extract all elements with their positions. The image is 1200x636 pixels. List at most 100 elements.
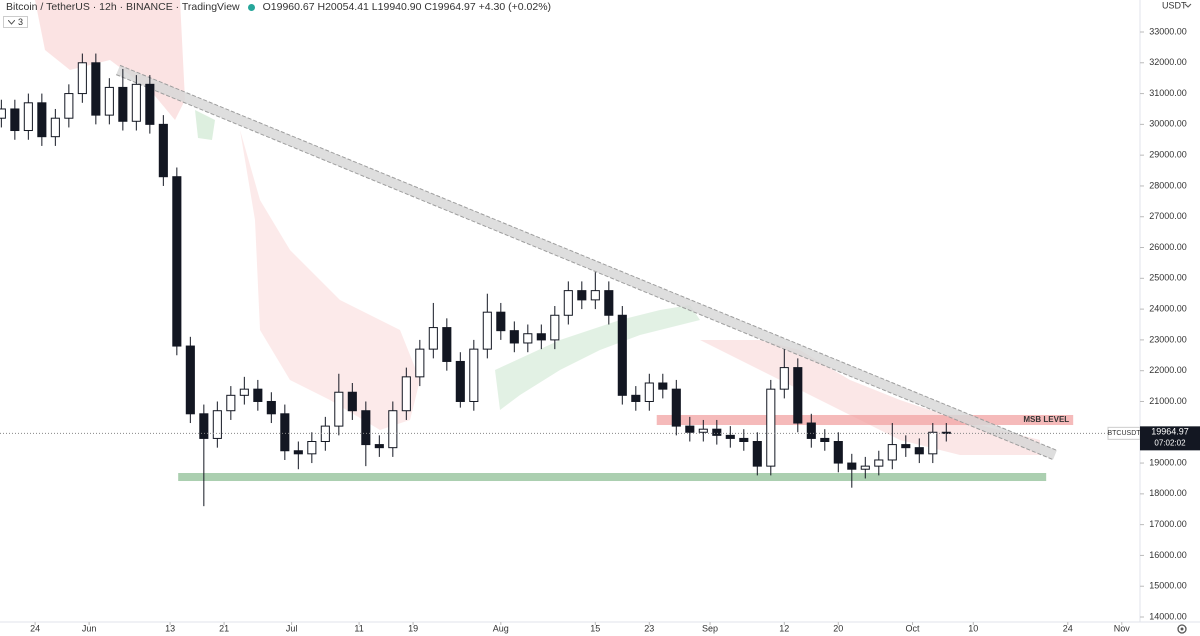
y-tick-label: 24000.00 [1149, 303, 1187, 313]
candle-body [536, 333, 546, 341]
candle-body [833, 441, 843, 464]
candle-body [658, 382, 668, 390]
candle-body [388, 410, 398, 449]
indicator-count: 3 [18, 17, 24, 27]
candle-body [50, 117, 60, 138]
y-tick-label: 33000.00 [1149, 26, 1187, 36]
zone [178, 473, 1047, 482]
cloud [35, 0, 185, 120]
candle-body [158, 123, 168, 178]
x-tick-label: 15 [590, 623, 600, 633]
candle-body [64, 93, 74, 119]
candle-body [604, 290, 614, 316]
x-tick-label: 11 [354, 623, 363, 633]
y-tick-label: 32000.00 [1149, 57, 1187, 67]
settings-icon[interactable] [1177, 624, 1187, 634]
candle-body [37, 102, 47, 138]
candle-body [793, 367, 803, 424]
y-tick-label: 15000.00 [1149, 581, 1187, 591]
candle-body [320, 425, 330, 443]
candle-body [928, 431, 938, 455]
currency[interactable]: USDT [1162, 0, 1187, 10]
candle-body [293, 450, 303, 455]
gear [1177, 624, 1187, 634]
candle-body [212, 410, 222, 439]
trendline [116, 74, 1054, 461]
candle-body [631, 394, 641, 402]
symbol-label: BTCUSDT [1107, 430, 1141, 437]
candle-body [806, 422, 816, 439]
price-tag [1140, 426, 1200, 451]
candle-body [131, 83, 141, 122]
candle-body [361, 410, 371, 446]
x-tick-label: Aug [493, 623, 509, 633]
y-tick-label: 29000.00 [1149, 150, 1187, 160]
y-tick-label: 31000.00 [1149, 88, 1187, 98]
candle-body [509, 330, 519, 344]
status-dot [247, 3, 255, 11]
candle-body [550, 314, 560, 341]
y-tick-label: 14000.00 [1149, 611, 1187, 621]
cloud [195, 110, 215, 140]
x-tick-label: 12 [779, 623, 789, 633]
candle-body [77, 62, 87, 95]
candle-body [712, 428, 722, 436]
candle-body [577, 290, 587, 301]
candle-body [523, 333, 533, 344]
candle-body [860, 465, 870, 470]
y-tick-label: 17000.00 [1149, 519, 1187, 529]
candle-body [118, 86, 128, 122]
candle-body [779, 367, 789, 390]
candle-body [482, 311, 492, 350]
candle-body [671, 388, 681, 427]
trendline-band [116, 65, 1057, 460]
x-tick-label: 10 [968, 623, 978, 633]
candle-body [739, 437, 749, 443]
candle-body [280, 413, 290, 452]
candle-body [226, 394, 236, 412]
candle-body [266, 400, 276, 415]
cloud [495, 305, 700, 410]
x-tick-label: 20 [833, 623, 843, 633]
candle-body [347, 391, 357, 412]
x-tick-label: Jun [82, 623, 97, 633]
candle-body [455, 360, 465, 402]
candle-body [874, 459, 884, 467]
countdown: 07:02:02 [1154, 438, 1186, 447]
y-tick-label: 23000.00 [1149, 334, 1187, 344]
candle-body [847, 462, 857, 470]
candle-body [199, 413, 209, 439]
candle-body [941, 431, 951, 434]
candle-body [469, 348, 479, 402]
candle-body [401, 376, 411, 412]
y-tick-label: 27000.00 [1149, 211, 1187, 221]
indicator-toggle[interactable]: 3 [3, 16, 29, 28]
y-tick-label: 21000.00 [1149, 396, 1187, 406]
x-tick-label: Sep [702, 623, 718, 633]
candle-body [725, 434, 735, 439]
y-tick-label: 26000.00 [1149, 242, 1187, 252]
candle-body [685, 425, 695, 433]
candle-body [91, 62, 101, 116]
cloud [240, 130, 420, 430]
y-tick-label: 16000.00 [1149, 550, 1187, 560]
candle-body [698, 428, 708, 433]
candle-body [617, 314, 627, 396]
y-tick-label: 19000.00 [1149, 457, 1187, 467]
candle-body [334, 391, 344, 427]
zone [656, 414, 1074, 426]
x-tick-label: 24 [30, 623, 40, 633]
candle-body [590, 290, 600, 301]
x-tick-label: 19 [408, 623, 418, 633]
candle-body [752, 441, 762, 467]
last-price-label: 19964.97 [1151, 427, 1189, 437]
candle-body [428, 327, 438, 350]
candle-body [415, 348, 425, 378]
zone-label: MSB LEVEL [1023, 415, 1069, 424]
candle-body [10, 108, 20, 132]
chevron [8, 19, 15, 25]
x-tick-label: Oct [906, 623, 921, 633]
candle-body [307, 441, 317, 455]
candle-body [563, 290, 573, 316]
